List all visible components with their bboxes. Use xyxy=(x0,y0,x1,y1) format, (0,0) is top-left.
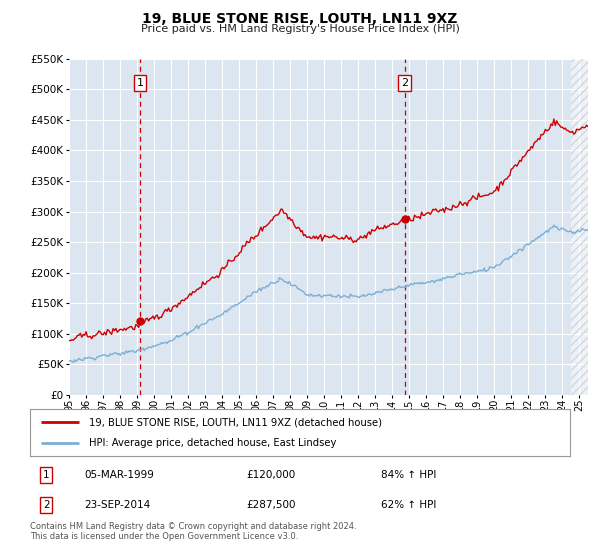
Text: 23-SEP-2014: 23-SEP-2014 xyxy=(84,500,150,510)
Text: HPI: Average price, detached house, East Lindsey: HPI: Average price, detached house, East… xyxy=(89,438,337,448)
Text: £287,500: £287,500 xyxy=(246,500,296,510)
Text: 84% ↑ HPI: 84% ↑ HPI xyxy=(381,470,436,480)
Text: 1: 1 xyxy=(43,470,50,480)
Bar xyxy=(571,59,588,395)
Text: £120,000: £120,000 xyxy=(246,470,295,480)
Text: Contains HM Land Registry data © Crown copyright and database right 2024.
This d: Contains HM Land Registry data © Crown c… xyxy=(30,522,356,542)
Text: 19, BLUE STONE RISE, LOUTH, LN11 9XZ (detached house): 19, BLUE STONE RISE, LOUTH, LN11 9XZ (de… xyxy=(89,417,382,427)
Bar xyxy=(571,59,588,395)
Text: Price paid vs. HM Land Registry's House Price Index (HPI): Price paid vs. HM Land Registry's House … xyxy=(140,24,460,34)
Text: 05-MAR-1999: 05-MAR-1999 xyxy=(84,470,154,480)
Text: 2: 2 xyxy=(401,78,408,88)
Text: 2: 2 xyxy=(43,500,50,510)
Text: 62% ↑ HPI: 62% ↑ HPI xyxy=(381,500,436,510)
Text: 1: 1 xyxy=(136,78,143,88)
Text: 19, BLUE STONE RISE, LOUTH, LN11 9XZ: 19, BLUE STONE RISE, LOUTH, LN11 9XZ xyxy=(142,12,458,26)
